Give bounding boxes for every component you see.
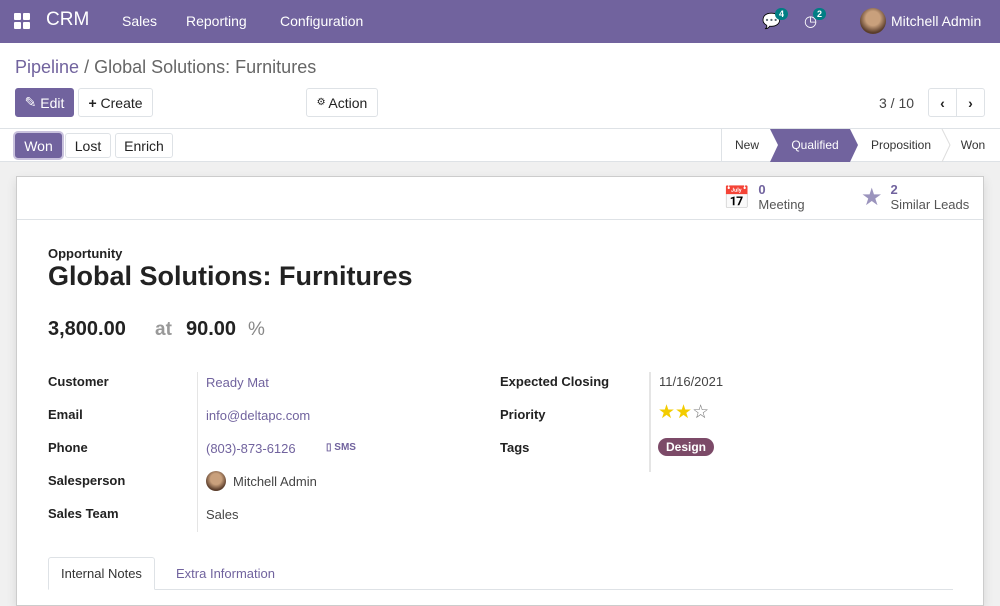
pager-value: 3 / 10	[879, 95, 915, 111]
sales-team-field[interactable]: Sales	[206, 507, 239, 522]
priority-widget: ★★☆	[658, 401, 709, 424]
sms-label: SMS	[334, 442, 356, 453]
at-label: at	[155, 319, 172, 340]
chevron-right-icon: ›	[968, 94, 973, 111]
similar-leads-label: Similar Leads	[890, 197, 970, 212]
messages-badge: 4	[775, 8, 789, 20]
enrich-button[interactable]: Enrich	[115, 133, 173, 158]
salesperson-avatar	[206, 471, 226, 491]
tags-label: Tags	[500, 440, 530, 455]
expected-revenue: 3,800.00	[48, 318, 126, 340]
stage-won[interactable]: Won	[960, 138, 986, 152]
menu-sales[interactable]: Sales	[122, 13, 158, 29]
email-label: Email	[48, 407, 83, 422]
chevron-left-icon: ‹	[940, 94, 945, 111]
form-sheet: 📅 0 Meeting ★ 2 Similar Leads Opportunity …	[16, 176, 984, 606]
action-label: Action	[328, 94, 368, 111]
sales-team-label: Sales Team	[48, 506, 119, 521]
priority-star-3-icon[interactable]: ☆	[692, 402, 710, 423]
menu-reporting[interactable]: Reporting	[186, 13, 247, 29]
create-button[interactable]: + Create	[78, 88, 153, 117]
expected-closing-field[interactable]: 11/16/2021	[659, 374, 724, 389]
expected-closing-label: Expected Closing	[500, 374, 610, 389]
menu-configuration[interactable]: Configuration	[280, 13, 364, 29]
user-menu[interactable]: Mitchell Admin	[891, 13, 982, 29]
probability: 90.00	[186, 318, 237, 340]
navbar: CRM Sales Reporting Configuration 💬 4 ◷ …	[0, 0, 1000, 43]
meeting-label: Meeting	[758, 197, 805, 212]
email-field[interactable]: info@deltapc.com	[206, 408, 311, 423]
action-button[interactable]: ⚙ Action	[306, 88, 378, 117]
tab-internal-notes[interactable]: Internal Notes	[48, 557, 155, 590]
edit-button[interactable]: ✎ Edit	[15, 88, 74, 117]
priority-star-1-icon[interactable]: ★	[658, 402, 676, 423]
priority-label: Priority	[500, 407, 546, 422]
stage-divider	[941, 129, 951, 162]
customer-field[interactable]: Ready Mat	[206, 375, 269, 390]
record-type-label: Opportunity	[48, 246, 123, 261]
user-avatar[interactable]	[860, 8, 886, 34]
plus-icon: +	[88, 94, 101, 111]
control-panel: Pipeline / Global Solutions: Furnitures …	[0, 43, 1000, 129]
record-title: Global Solutions: Furnitures	[48, 261, 413, 291]
breadcrumb-separator: /	[84, 57, 90, 77]
breadcrumb-current: Global Solutions: Furnitures	[94, 57, 317, 77]
status-bar: Won Lost Enrich New Qualified Propositio…	[0, 129, 1000, 162]
stage-qualified[interactable]: Qualified	[791, 138, 839, 152]
calendar-icon: 📅	[723, 184, 751, 210]
salesperson-field[interactable]: Mitchell Admin	[233, 474, 317, 489]
phone-label: Phone	[48, 440, 88, 455]
create-label: Create	[100, 94, 143, 111]
meeting-count: 0	[758, 182, 766, 197]
button-box: 📅 0 Meeting ★ 2 Similar Leads	[17, 177, 983, 220]
breadcrumb-pipeline[interactable]: Pipeline	[15, 57, 80, 77]
edit-label: Edit	[40, 94, 65, 111]
gear-icon: ⚙	[316, 97, 329, 108]
salesperson-label: Salesperson	[48, 473, 126, 488]
stage-proposition[interactable]: Proposition	[870, 138, 932, 152]
tag-design[interactable]: Design	[658, 438, 715, 456]
stage-qualified-arrow	[770, 129, 858, 162]
customer-label: Customer	[48, 374, 109, 389]
star-icon: ★	[861, 184, 883, 211]
percent-sign: %	[248, 319, 265, 340]
won-button[interactable]: Won	[15, 133, 62, 158]
meeting-smart-button[interactable]: 📅 0 Meeting	[723, 182, 805, 213]
pager-previous-button[interactable]: ‹	[928, 88, 957, 117]
stage-new[interactable]: New	[734, 138, 759, 152]
apps-menu-icon[interactable]	[14, 13, 30, 29]
tab-extra-information[interactable]: Extra Information	[176, 566, 275, 581]
pager-next-button[interactable]: ›	[956, 88, 985, 117]
similar-leads-count: 2	[890, 182, 898, 197]
mobile-icon: ▯	[326, 442, 332, 453]
breadcrumb: Pipeline / Global Solutions: Furnitures	[15, 57, 316, 78]
lost-button[interactable]: Lost	[65, 133, 111, 158]
pencil-icon: ✎	[24, 94, 41, 110]
similar-leads-smart-button[interactable]: ★ 2 Similar Leads	[861, 182, 970, 213]
priority-star-2-icon[interactable]: ★	[675, 402, 693, 423]
phone-field[interactable]: (803)-873-6126	[206, 441, 296, 456]
activities-badge: 2	[813, 8, 827, 20]
sms-button[interactable]: ▯ SMS	[326, 442, 356, 453]
app-name[interactable]: CRM	[46, 9, 90, 30]
